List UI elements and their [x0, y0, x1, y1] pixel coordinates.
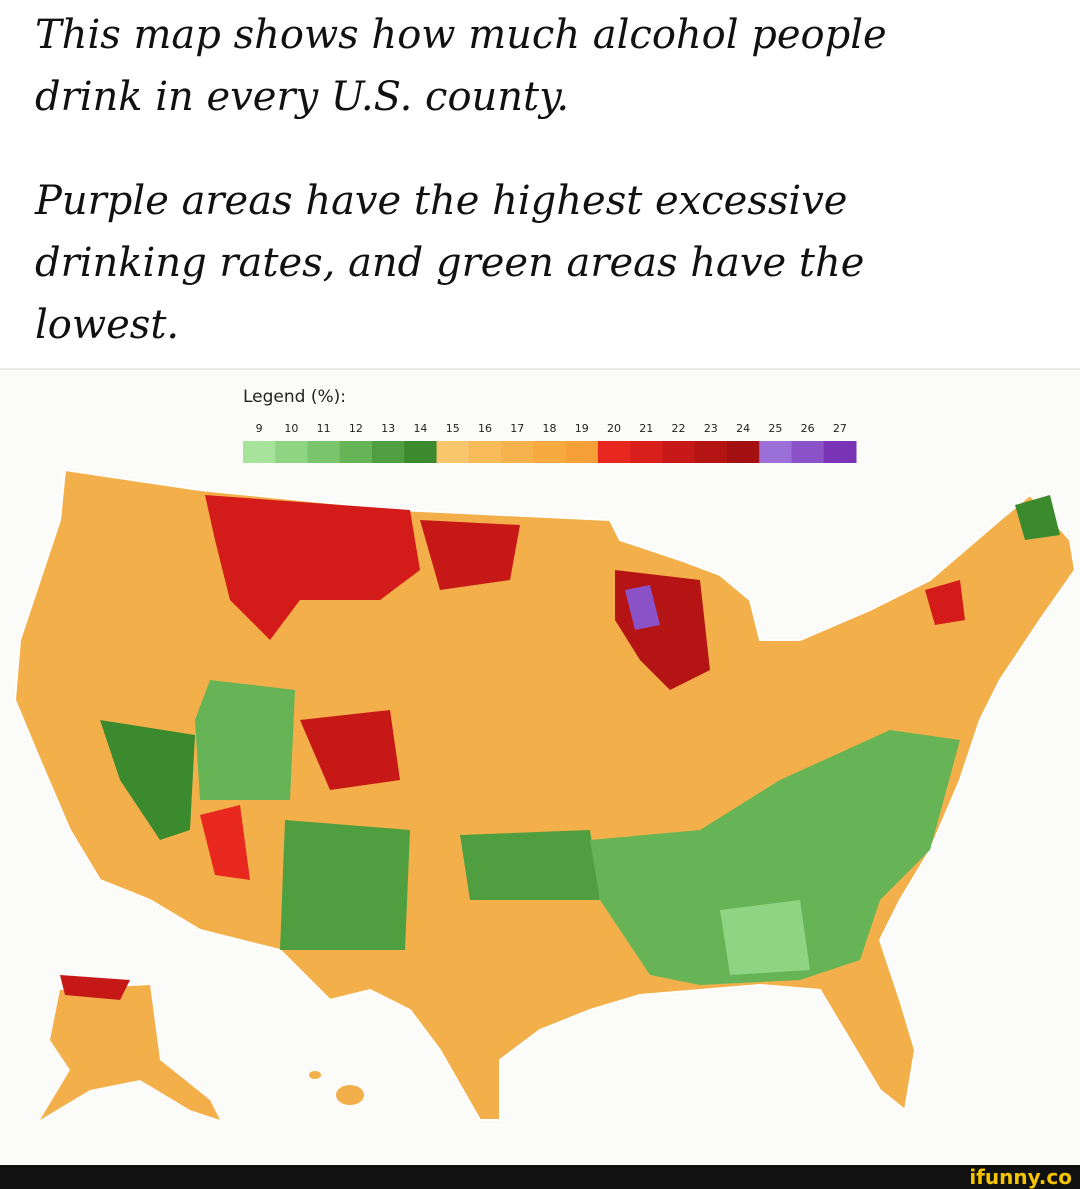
region-patch: [1015, 495, 1060, 540]
legend-swatch: [565, 441, 599, 463]
legend-label: 18: [543, 422, 557, 435]
legend-label: 16: [478, 422, 492, 435]
legend-label: 19: [575, 422, 589, 435]
caption-line: This map shows how much alcohol people: [35, 12, 887, 58]
legend-label: 9: [256, 422, 263, 435]
hawaii: [336, 1085, 364, 1105]
legend-swatch: [726, 441, 760, 463]
legend-title: Legend (%):: [243, 387, 346, 407]
region-patch: [720, 900, 810, 975]
alaska: [40, 985, 220, 1120]
legend-swatch: [662, 441, 696, 463]
legend-label: 23: [704, 422, 718, 435]
legend-label: 20: [607, 422, 621, 435]
legend-swatch: [468, 441, 502, 463]
watermark-bar: ifunny.co: [0, 1165, 1080, 1189]
legend-swatch: [694, 441, 728, 463]
legend-swatch: [404, 441, 438, 463]
region-patch: [60, 975, 130, 1000]
region-patch: [205, 495, 420, 640]
region-patch: [420, 520, 520, 590]
legend-swatch: [759, 441, 792, 463]
legend-swatch: [372, 441, 405, 463]
legend-swatch: [533, 441, 567, 463]
caption: This map shows how much alcohol people dr…: [35, 4, 1065, 398]
legend-swatch: [275, 441, 309, 463]
legend-label: 15: [446, 422, 460, 435]
caption-line: drink in every U.S. county.: [35, 74, 570, 120]
region-patch: [460, 830, 600, 900]
caption-line: lowest.: [35, 302, 180, 348]
legend-swatch: [339, 441, 373, 463]
legend-swatch: [243, 441, 276, 463]
region-patch: [200, 805, 250, 880]
legend-label: 22: [672, 422, 686, 435]
legend-label: 27: [833, 422, 847, 435]
legend-swatch: [597, 441, 631, 463]
region-patch: [195, 680, 295, 800]
caption-paragraph: This map shows how much alcohol people dr…: [35, 4, 1065, 128]
legend-label: 26: [801, 422, 815, 435]
legend-swatch: [630, 441, 663, 463]
caption-line: Purple areas have the highest excessive: [35, 178, 848, 224]
legend-label: 14: [413, 422, 427, 435]
region-patch: [625, 585, 660, 630]
legend-swatch: [791, 441, 825, 463]
legend-label: 21: [639, 422, 653, 435]
watermark: ifunny.co: [969, 1165, 1072, 1189]
region-patch: [300, 710, 400, 790]
legend-label: 17: [510, 422, 524, 435]
caption-line: drinking rates, and green areas have the: [35, 240, 865, 286]
legend-label: 10: [284, 422, 298, 435]
us-map: [13, 468, 1077, 1121]
legend-swatch: [436, 441, 470, 463]
hawaii: [309, 1071, 321, 1079]
region-patch: [100, 720, 195, 840]
legend-label: 24: [736, 422, 750, 435]
legend-label: 11: [317, 422, 331, 435]
legend-label: 12: [349, 422, 363, 435]
legend-swatch: [307, 441, 341, 463]
legend-swatch: [823, 441, 857, 463]
region-patch: [925, 580, 965, 625]
legend-label: 25: [768, 422, 782, 435]
caption-paragraph: Purple areas have the highest excessive d…: [35, 170, 1065, 356]
legend-label: 13: [381, 422, 395, 435]
legend-swatch: [501, 441, 534, 463]
region-patch: [590, 730, 960, 985]
region-patch: [280, 820, 410, 950]
legend: 9 10 11 12 13 14 15 16 17 18 19 20 21 22 23 24 25 26 27: [243, 422, 857, 463]
map-image: Legend (%): 9 10 11 12 13 14 15 16 17 18 19 20 21 22 2…: [0, 368, 1080, 1165]
